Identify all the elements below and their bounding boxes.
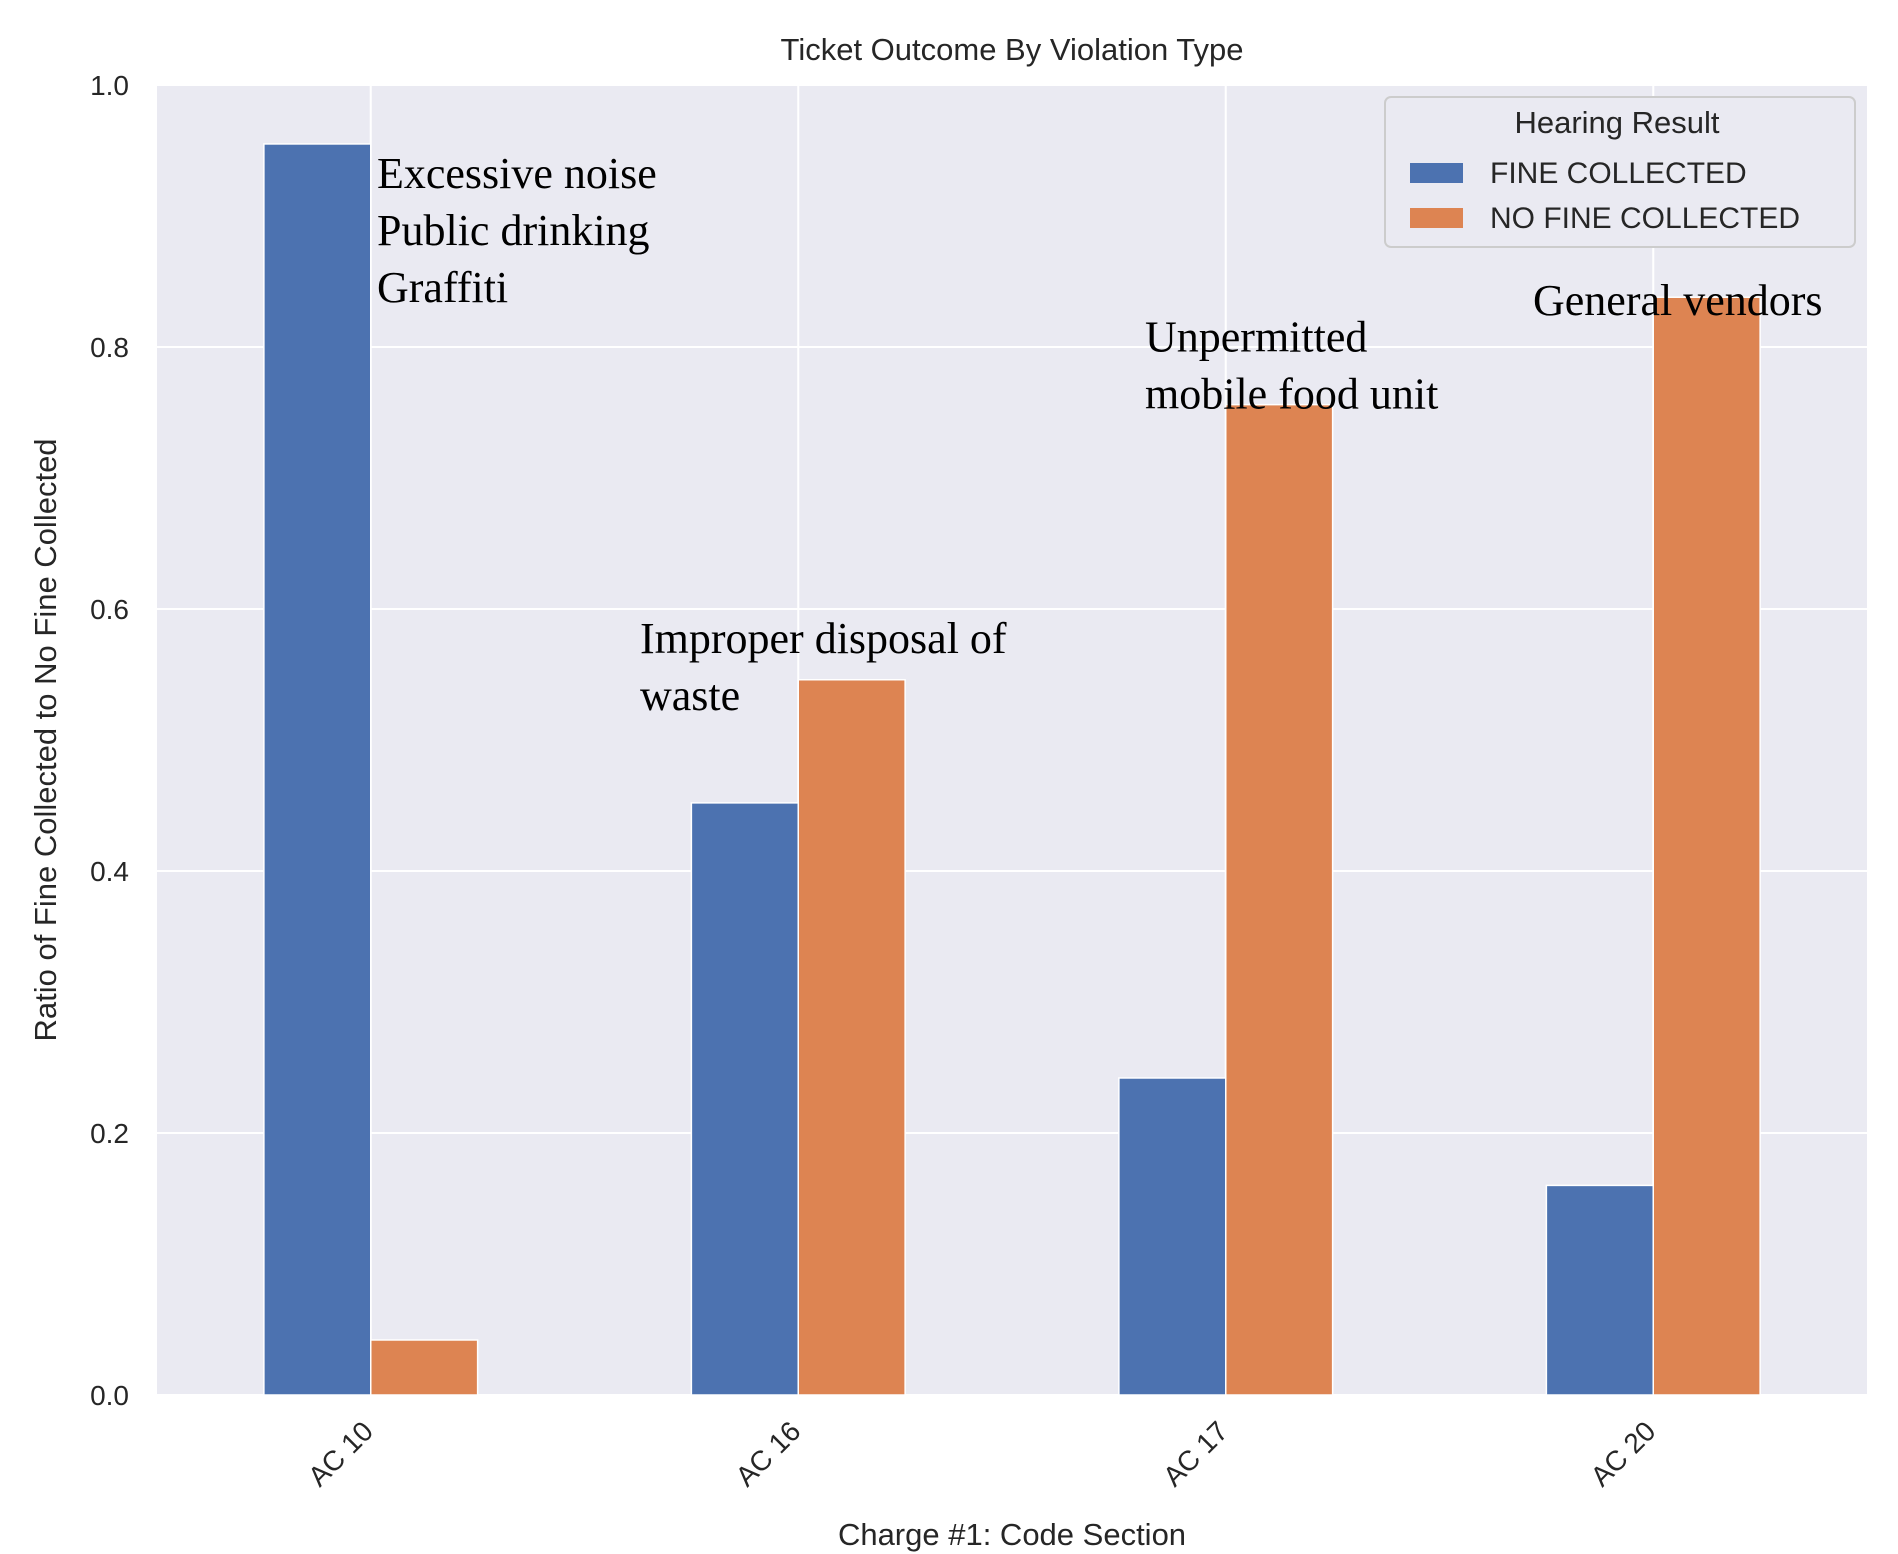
annotation-ac-10: Excessive noise Public drinking Graffiti [377, 149, 657, 312]
bars [263, 143, 1761, 1396]
annotations: Excessive noise Public drinking Graffiti Im… [377, 149, 1823, 720]
bar-fine-collected-ac-20 [1545, 1184, 1654, 1396]
annotation-ac-20: General vendors [1533, 276, 1823, 325]
annotation-line: Excessive noise [377, 149, 657, 198]
plot-area [157, 85, 1867, 1395]
bar-no-fine-collected-ac-17 [1225, 403, 1334, 1396]
y-axis-ticks: 0.0 0.2 0.4 0.6 0.8 1.0 [90, 70, 129, 1411]
bar-fine-collected-ac-16 [690, 802, 799, 1396]
annotation-ac-17: Unpermitted mobile food unit [1145, 313, 1438, 419]
y-tick-label: 0.2 [90, 1118, 129, 1149]
legend-swatch-fine-collected [1410, 163, 1463, 183]
annotation-line: General vendors [1533, 276, 1823, 325]
legend-frame [1384, 96, 1856, 248]
y-tick-label: 0.0 [90, 1380, 129, 1411]
annotation-line: Unpermitted [1145, 313, 1367, 362]
y-tick-label: 1.0 [90, 70, 129, 101]
x-axis-label: Charge #1: Code Section [838, 1517, 1186, 1552]
bar-no-fine-collected-ac-16 [797, 678, 906, 1396]
annotation-line: Graffiti [377, 263, 508, 312]
legend-label-no-fine-collected: NO FINE COLLECTED [1490, 202, 1800, 235]
legend-swatch-no-fine-collected [1410, 208, 1463, 228]
y-axis-label: Ratio of Fine Collected to No Fine Colle… [28, 438, 63, 1041]
annotation-line: mobile food unit [1145, 370, 1438, 419]
annotation-line: waste [640, 671, 740, 720]
annotation-ac-16: Improper disposal of waste [640, 614, 1007, 720]
bar-no-fine-collected-ac-10 [370, 1339, 479, 1396]
annotation-line: Public drinking [377, 206, 650, 255]
bar-fine-collected-ac-17 [1118, 1077, 1227, 1396]
y-tick-label: 0.4 [90, 856, 129, 887]
y-tick-label: 0.8 [90, 332, 129, 363]
chart-title: Ticket Outcome By Violation Type [781, 32, 1244, 67]
legend-title: Hearing Result [1514, 105, 1719, 140]
y-tick-label: 0.6 [90, 594, 129, 625]
legend-label-fine-collected: FINE COLLECTED [1490, 157, 1747, 190]
annotation-line: Improper disposal of [640, 614, 1007, 663]
bar-no-fine-collected-ac-20 [1652, 296, 1761, 1396]
bar-fine-collected-ac-10 [263, 143, 372, 1396]
legend: Hearing Result FINE COLLECTED NO FINE CO… [1384, 96, 1856, 248]
